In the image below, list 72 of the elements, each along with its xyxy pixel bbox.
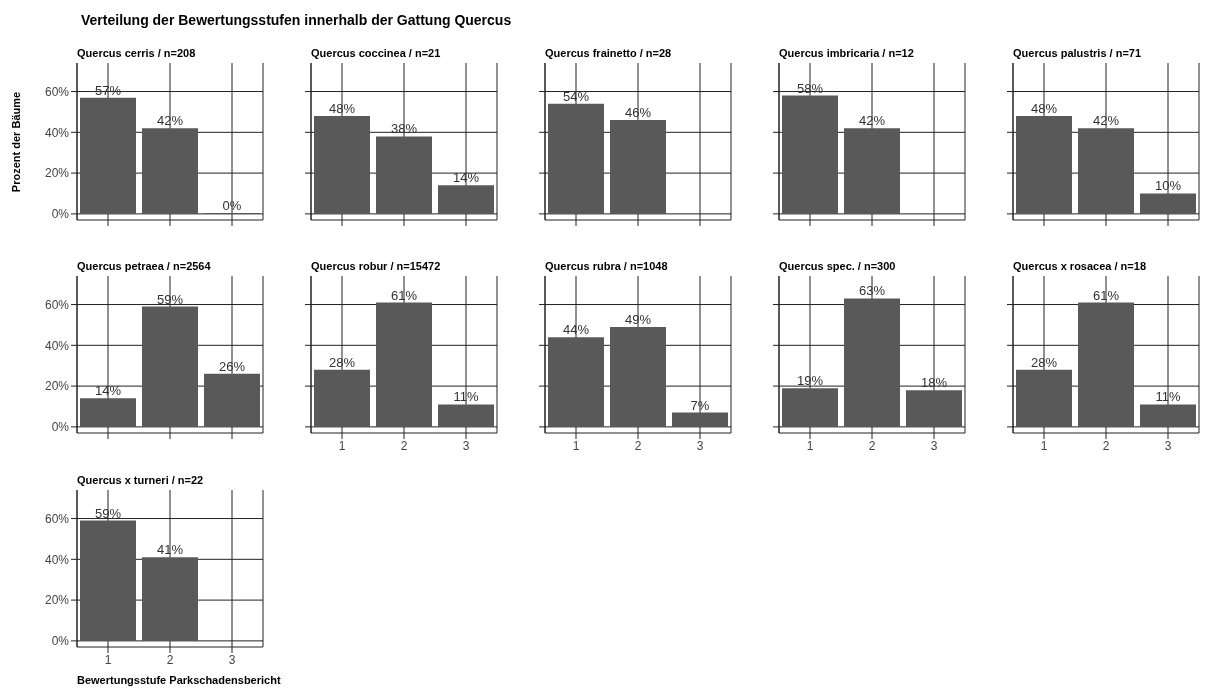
x-tick-label: 2	[400, 438, 408, 453]
data-label: 61%	[1092, 287, 1120, 303]
data-label: 19%	[796, 373, 824, 389]
y-tick-label: 40%	[44, 125, 70, 140]
chart-title: Quercus rubra / n=1048	[545, 260, 668, 272]
text: Verteilung der Bewertungsstufen innerhalb der Gattung Quercus	[81, 12, 512, 28]
x-tick-label: 2	[166, 652, 174, 667]
x-tick-label: 1	[806, 438, 814, 453]
chart-title: Quercus spec. / n=300	[779, 260, 896, 272]
y-tick-label: 0%	[51, 207, 70, 222]
chart-title: Quercus x turneri / n=22	[77, 474, 204, 486]
x-tick-label: 1	[104, 652, 112, 667]
data-label: 46%	[624, 105, 652, 121]
data-label: 59%	[94, 505, 122, 521]
chart-title: Quercus imbricaria / n=12	[779, 47, 914, 59]
data-label: 42%	[1092, 113, 1120, 129]
x-tick-label: 3	[1164, 438, 1172, 453]
chart-title: Quercus petraea / n=2564	[77, 260, 211, 272]
chart-title: Quercus coccinea / n=21	[311, 47, 441, 59]
data-label: 48%	[328, 101, 356, 117]
y-tick-label: 60%	[44, 511, 70, 526]
y-tick-label: 60%	[44, 84, 70, 99]
chart-title: Quercus cerris / n=208	[77, 47, 196, 59]
data-label: 11%	[453, 389, 479, 405]
chart-title: Quercus x rosacea / n=18	[1013, 260, 1146, 272]
chart-title: Quercus frainetto / n=28	[545, 47, 672, 59]
data-label: 14%	[452, 170, 480, 186]
x-tick-label: 1	[1040, 438, 1048, 453]
data-label: 61%	[390, 287, 418, 303]
data-label: 0%	[222, 197, 242, 213]
y-tick-label: 40%	[44, 552, 70, 567]
data-label: 42%	[156, 113, 184, 129]
x-tick-label: 3	[462, 438, 470, 453]
data-label: 28%	[1030, 354, 1058, 370]
x-tick-label: 3	[696, 438, 704, 453]
y-tick-label: 20%	[44, 593, 70, 608]
data-label: 49%	[624, 311, 652, 327]
x-tick-label: 1	[572, 438, 580, 453]
bar	[142, 128, 198, 214]
bar	[80, 398, 136, 427]
data-label: 48%	[1030, 101, 1058, 117]
bar	[142, 306, 198, 427]
bar	[204, 373, 260, 427]
x-tick-label: 2	[868, 438, 876, 453]
x-tick-label: 3	[228, 652, 236, 667]
data-label: 11%	[1155, 389, 1181, 405]
y-tick-label: 40%	[44, 338, 70, 353]
data-label: 42%	[858, 113, 886, 129]
data-label: 54%	[562, 88, 590, 104]
data-label: 7%	[690, 397, 710, 413]
y-tick-label: 0%	[51, 634, 70, 649]
chart-title: Quercus robur / n=15472	[311, 260, 441, 272]
data-label: 26%	[218, 358, 246, 374]
chart-title: Quercus palustris / n=71	[1013, 47, 1142, 59]
bar	[80, 97, 136, 214]
data-label: 14%	[94, 383, 122, 399]
y-tick-label: 60%	[44, 297, 70, 312]
data-label: 63%	[858, 283, 886, 299]
y-tick-label: 0%	[51, 420, 70, 435]
x-tick-label: 2	[634, 438, 642, 453]
data-label: 59%	[156, 291, 184, 307]
y-tick-label: 20%	[44, 379, 70, 394]
y-tick-label: 20%	[44, 166, 70, 181]
data-label: 44%	[562, 322, 590, 338]
x-axis-title: Bewertungsstufe Parkschadensbericht	[77, 674, 281, 686]
x-tick-label: 2	[1102, 438, 1110, 453]
data-label: 41%	[156, 542, 184, 558]
x-tick-label: 3	[930, 438, 938, 453]
y-axis-title: Prozent der Bäume	[10, 91, 22, 192]
data-label: 10%	[1154, 178, 1182, 194]
data-label: 28%	[328, 354, 356, 370]
x-tick-label: 1	[338, 438, 346, 453]
